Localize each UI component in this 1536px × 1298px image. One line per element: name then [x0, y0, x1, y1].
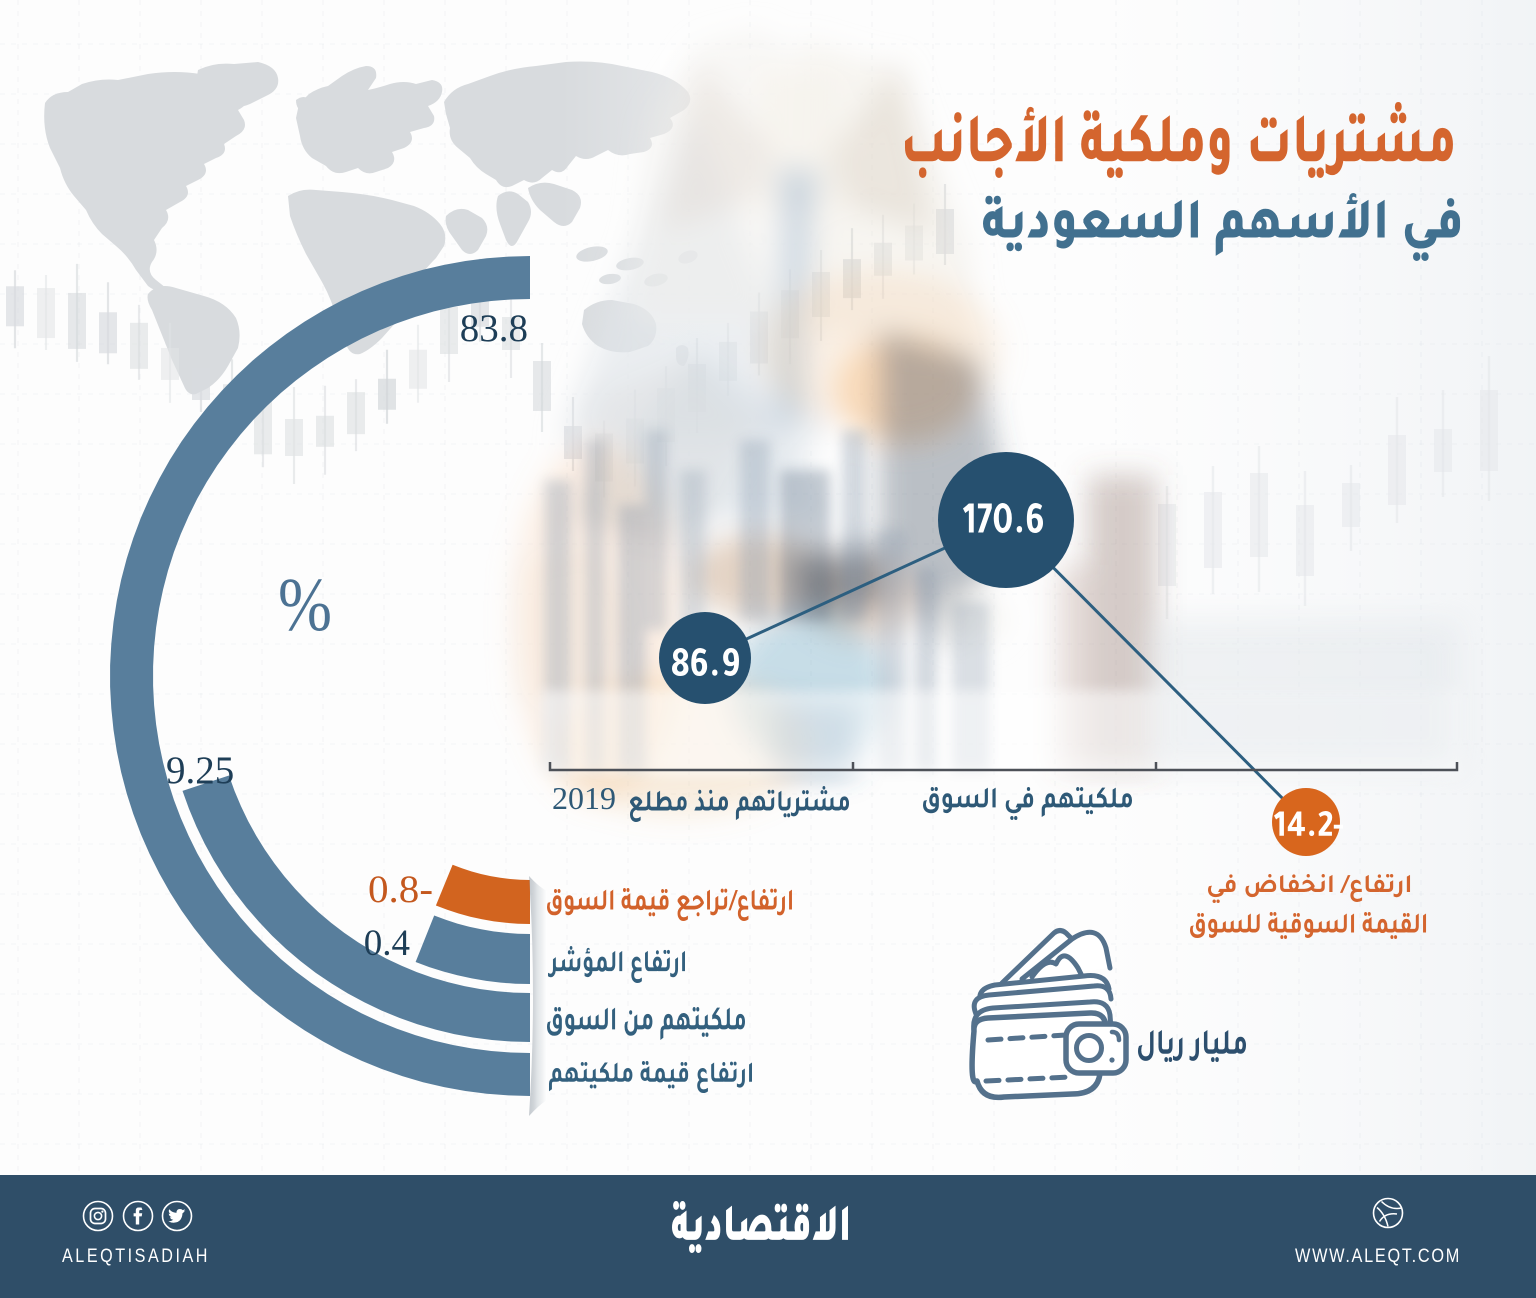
svg-text:ALEQTISADIAH: ALEQTISADIAH [62, 1246, 210, 1267]
svg-text:%: % [278, 563, 332, 647]
svg-text:WWW.ALEQT.COM: WWW.ALEQT.COM [1295, 1246, 1461, 1267]
svg-text:2019: 2019 [552, 780, 616, 816]
svg-text:9.25: 9.25 [166, 749, 234, 792]
svg-text:0.8-: 0.8- [368, 868, 433, 911]
svg-text:0.4: 0.4 [364, 923, 410, 964]
svg-text:83.8: 83.8 [460, 307, 528, 350]
